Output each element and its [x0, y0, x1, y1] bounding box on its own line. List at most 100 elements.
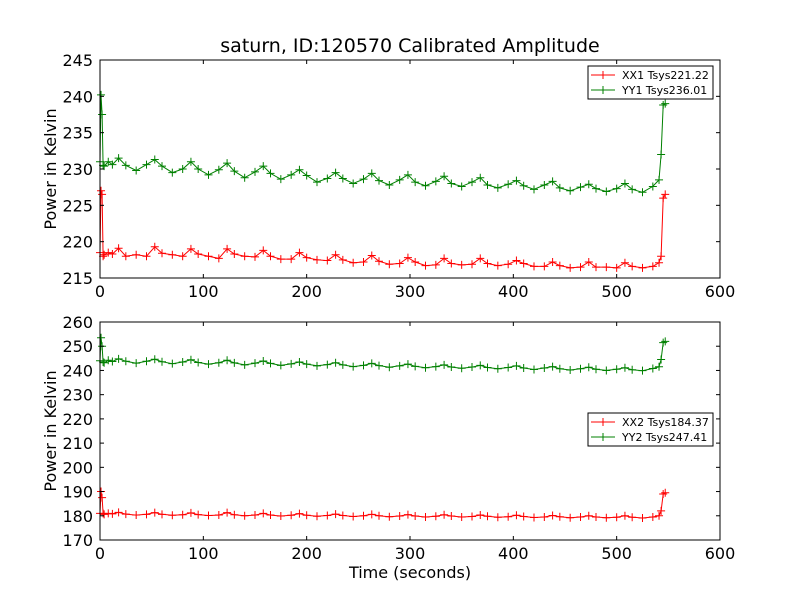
- data-point-marker: [468, 260, 476, 269]
- data-point-marker: [375, 361, 383, 370]
- x-tick-label: 500: [601, 282, 632, 301]
- data-point-marker: [142, 357, 151, 366]
- data-point-marker: [638, 513, 647, 522]
- data-point-marker: [367, 251, 376, 260]
- data-point-marker: [468, 363, 476, 372]
- data-point-marker: [367, 169, 376, 178]
- data-point-marker: [375, 257, 383, 266]
- data-point-marker: [440, 360, 449, 369]
- series-line-1-2: [99, 94, 666, 193]
- data-point-marker: [168, 511, 177, 520]
- data-point-marker: [576, 364, 585, 373]
- data-point-marker: [421, 512, 430, 521]
- data-point-marker: [566, 263, 575, 272]
- data-point-marker: [657, 150, 666, 159]
- data-point-marker: [338, 360, 347, 369]
- data-point-marker: [592, 365, 600, 374]
- data-point-marker: [142, 510, 151, 519]
- data-point-marker: [602, 513, 611, 522]
- data-point-marker: [431, 512, 440, 521]
- data-point-marker: [98, 110, 107, 119]
- data-point-marker: [302, 511, 311, 520]
- y-axis-label-top: Power in Kelvin: [41, 108, 60, 229]
- data-point-marker: [530, 262, 538, 271]
- data-point-marker: [259, 162, 268, 171]
- data-point-marker: [142, 160, 151, 169]
- data-point-marker: [548, 362, 557, 371]
- data-point-marker: [132, 166, 141, 175]
- data-point-marker: [655, 258, 664, 267]
- data-point-marker: [121, 510, 130, 519]
- data-point-marker: [266, 359, 275, 368]
- y-tick-label: 230: [62, 160, 93, 179]
- data-point-marker: [519, 181, 528, 190]
- ticks-bottom: 0 100 200 300 400 500 600 170 180 190 200 210 220 230…: [62, 313, 735, 563]
- chart-top: saturn, ID:120570 Calibrated Amplitude 0…: [41, 35, 735, 301]
- data-point-marker: [540, 364, 549, 373]
- data-point-marker: [440, 510, 449, 519]
- data-point-marker: [97, 186, 106, 195]
- data-point-marker: [150, 155, 159, 164]
- data-point-marker: [493, 364, 502, 373]
- data-point-marker: [657, 355, 666, 364]
- data-point-marker: [421, 261, 430, 270]
- data-point-marker: [483, 512, 492, 521]
- data-point-marker: [295, 165, 304, 174]
- data-point-marker: [359, 175, 368, 184]
- data-point-marker: [659, 338, 668, 347]
- x-tick-label: 300: [395, 544, 426, 563]
- data-point-marker: [375, 511, 383, 520]
- data-point-marker: [657, 252, 666, 261]
- data-point-marker: [158, 162, 166, 171]
- data-point-marker: [108, 250, 117, 259]
- data-point-marker: [266, 252, 275, 261]
- y-tick-label: 240: [62, 361, 93, 380]
- data-point-marker: [661, 337, 670, 346]
- data-point-marker: [385, 180, 394, 189]
- legend-marker-yy1: [599, 86, 607, 94]
- data-point-marker: [104, 248, 113, 257]
- data-point-marker: [519, 259, 528, 268]
- data-point-marker: [276, 255, 285, 264]
- data-point-marker: [178, 510, 187, 519]
- data-point-marker: [194, 250, 203, 259]
- legend-bottom[interactable]: XX2 Tsys184.37 YY2 Tsys247.41: [587, 412, 714, 447]
- data-point-marker: [142, 252, 151, 261]
- data-point-marker: [530, 513, 538, 522]
- data-point-marker: [150, 355, 159, 364]
- y-tick-label: 225: [62, 196, 93, 215]
- data-point-marker: [313, 361, 321, 370]
- data-point-marker: [108, 160, 117, 169]
- data-point-marker: [295, 248, 304, 257]
- data-point-marker: [648, 262, 657, 271]
- data-point-marker: [395, 259, 404, 268]
- y-tick-label: 170: [62, 531, 93, 550]
- legend-label-yy1: YY1 Tsys236.01: [621, 84, 707, 97]
- data-point-marker: [655, 175, 664, 184]
- data-point-marker: [447, 512, 456, 521]
- data-point-marker: [555, 364, 564, 373]
- data-point-marker: [214, 165, 223, 174]
- y-tick-label: 215: [62, 269, 93, 288]
- data-point-marker: [97, 90, 106, 99]
- data-point-marker: [100, 358, 109, 367]
- legend-label-xx1: XX1 Tsys221.22: [622, 69, 709, 82]
- data-point-marker: [132, 359, 141, 368]
- data-point-marker: [504, 180, 513, 189]
- data-point-marker: [108, 509, 117, 518]
- data-point-marker: [331, 250, 340, 259]
- data-point-marker: [323, 511, 332, 520]
- legend-top[interactable]: XX1 Tsys221.22 YY1 Tsys236.01: [587, 65, 714, 100]
- data-point-marker: [186, 355, 195, 364]
- chart-title: saturn, ID:120570 Calibrated Amplitude: [220, 35, 599, 57]
- data-point-marker: [584, 258, 593, 267]
- data-point-marker: [504, 363, 513, 372]
- data-point-marker: [223, 159, 232, 168]
- data-point-marker: [431, 362, 440, 371]
- data-point-marker: [395, 175, 404, 184]
- data-point-marker: [104, 356, 113, 365]
- x-tick-label: 0: [95, 282, 105, 301]
- data-point-marker: [566, 365, 575, 374]
- data-point-marker: [592, 263, 600, 272]
- data-point-marker: [612, 184, 621, 193]
